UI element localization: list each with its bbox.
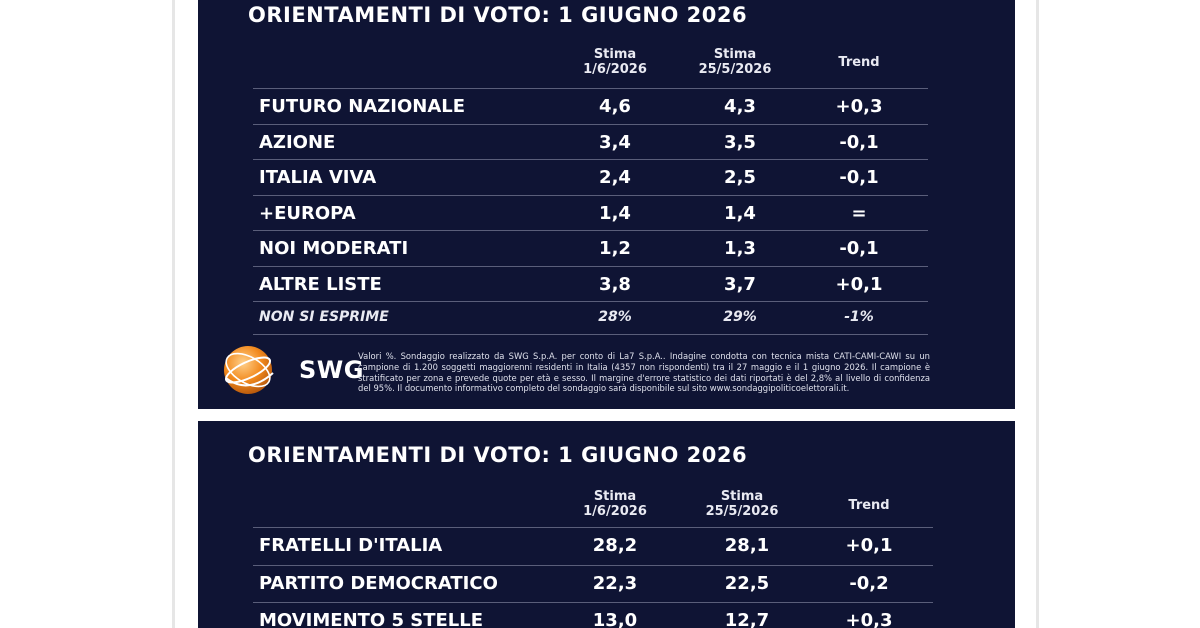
swg-globe-icon [224,346,274,394]
swg-logo-text: SWG [299,356,364,384]
previous-value: 1,3 [724,238,756,259]
table-row: ALTRE LISTE 3,8 3,7 +0,1 [253,265,928,301]
party-name: NOI MODERATI [259,238,409,259]
party-name: NON SI ESPRIME [259,309,389,325]
row-separator [253,194,928,196]
trend-value: +0,1 [835,273,883,295]
previous-value: 1,4 [724,202,756,224]
poll-panel-1: ORIENTAMENTI DI VOTO: 1 GIUGNO 2026 Stim… [198,0,1015,409]
previous-value: 12,7 [724,610,770,628]
current-value: 3,8 [599,273,631,295]
col-header-previous-line2: 25/5/2026 [698,62,772,77]
col-header-previous: Stima 25/5/2026 [687,489,797,519]
previous-value: 22,5 [724,572,770,594]
current-value: 3,4 [599,131,631,153]
row-separator [253,527,933,528]
table-row: FRATELLI D'ITALIA 28,2 28,1 +0,1 [253,527,933,562]
col-header-previous-line2: 25/5/2026 [705,504,779,519]
col-header-trend-label: Trend [838,55,880,70]
current-value: 28,2 [592,535,638,556]
party-name: AZIONE [259,131,336,153]
party-name: +EUROPA [259,202,356,224]
table-row: PARTITO DEMOCRATICO 22,3 22,5 -0,2 [253,564,933,600]
previous-value: 3,7 [724,273,756,295]
row-separator [253,88,928,89]
methodology-footnote: Valori %. Sondaggio realizzato da SWG S.… [358,351,930,394]
current-value: 1,2 [599,238,631,259]
trend-value: -0,1 [839,167,879,188]
table-row: MOVIMENTO 5 STELLE 13,0 12,7 +0,3 [253,602,933,628]
col-header-previous-line1: Stima [720,489,764,504]
current-value: 1,4 [599,202,631,224]
current-value: 22,3 [592,572,638,594]
previous-value: 28,1 [724,535,770,556]
trend-value: -0,1 [839,131,879,153]
table-row: FUTURO NAZIONALE 4,6 4,3 +0,3 [253,88,928,123]
table-bottom-separator [253,333,928,335]
panel-title: ORIENTAMENTI DI VOTO: 1 GIUGNO 2026 [248,443,748,467]
row-separator [253,159,928,160]
party-name: PARTITO DEMOCRATICO [259,572,498,594]
poll-panel-2: ORIENTAMENTI DI VOTO: 1 GIUGNO 2026 Stim… [198,421,1015,628]
col-header-previous: Stima 25/5/2026 [680,47,790,77]
frame-border-left [172,0,175,628]
current-value: 2,4 [599,167,631,188]
row-separator [253,301,928,302]
col-header-current-line2: 1/6/2026 [583,62,647,77]
trend-value: = [851,202,867,224]
table-row: NOI MODERATI 1,2 1,3 -0,1 [253,230,928,265]
previous-value: 29% [723,309,757,325]
party-name: FUTURO NAZIONALE [259,96,466,117]
col-header-previous-line1: Stima [713,47,757,62]
trend-value: -0,1 [839,238,879,259]
row-separator [253,230,928,231]
row-separator [253,602,933,603]
trend-value: +0,1 [845,535,893,556]
row-separator [253,564,933,566]
table-row: ITALIA VIVA 2,4 2,5 -0,1 [253,159,928,194]
previous-value: 4,3 [724,96,756,117]
trend-value: +0,3 [845,610,893,628]
col-header-trend: Trend [814,498,924,513]
panel-title: ORIENTAMENTI DI VOTO: 1 GIUGNO 2026 [248,3,748,27]
party-name: FRATELLI D'ITALIA [259,535,443,556]
col-header-current-line2: 1/6/2026 [583,504,647,519]
party-name: ITALIA VIVA [259,167,377,188]
current-value: 28% [598,309,632,325]
trend-value: +0,3 [835,96,883,117]
swg-logo: SWG [218,343,363,397]
trend-value: -1% [844,309,874,325]
previous-value: 2,5 [724,167,756,188]
trend-value: -0,2 [849,572,889,594]
previous-value: 3,5 [724,131,756,153]
col-header-current-line1: Stima [593,489,637,504]
table-row: +EUROPA 1,4 1,4 = [253,194,928,230]
party-name: MOVIMENTO 5 STELLE [259,610,484,628]
col-header-trend-label: Trend [848,498,890,513]
col-header-current: Stima 1/6/2026 [560,47,670,77]
col-header-current-line1: Stima [593,47,637,62]
row-separator [253,265,928,267]
frame-border-right [1036,0,1039,628]
table-row: AZIONE 3,4 3,5 -0,1 [253,123,928,159]
party-name: ALTRE LISTE [259,273,382,295]
col-header-current: Stima 1/6/2026 [560,489,670,519]
current-value: 13,0 [592,610,638,628]
col-header-trend: Trend [804,55,914,70]
row-separator [253,123,928,125]
current-value: 4,6 [599,96,631,117]
table-row: NON SI ESPRIME 28% 29% -1% [253,301,928,336]
